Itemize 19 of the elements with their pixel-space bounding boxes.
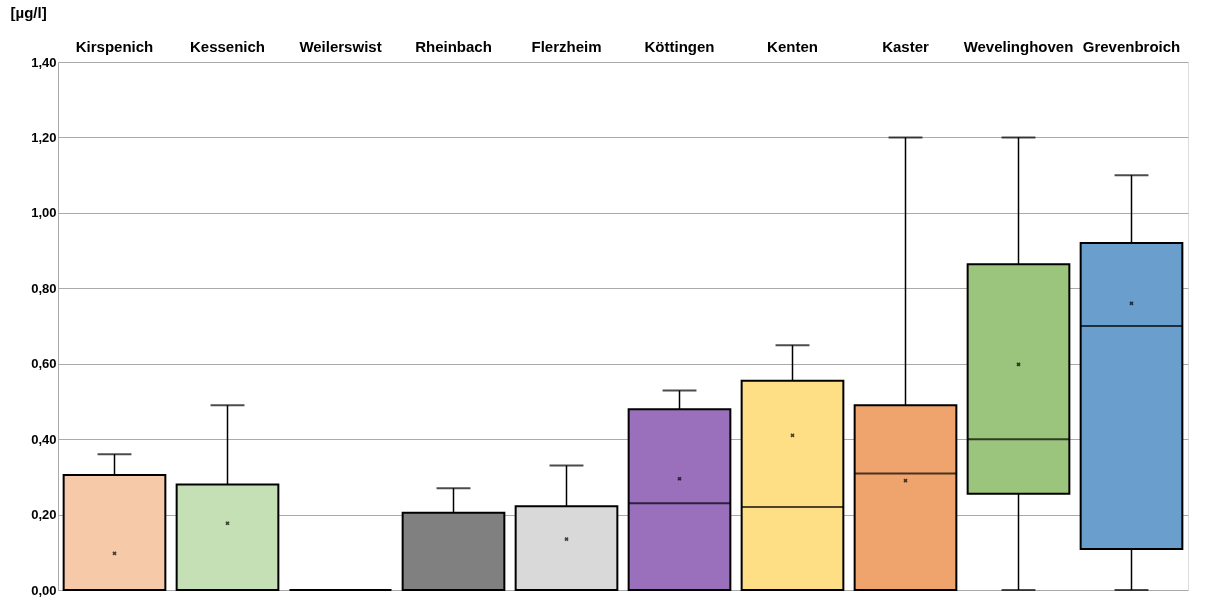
y-tick-label: 0,00 bbox=[31, 582, 57, 598]
x-tick-label: Kenten bbox=[767, 37, 818, 55]
x-tick-label: Köttingen bbox=[644, 37, 715, 55]
y-tick-label: 0,80 bbox=[31, 280, 57, 296]
y-tick-label: 1,20 bbox=[31, 129, 57, 145]
y-tick-label: 0,40 bbox=[31, 431, 57, 447]
y-axis-title: [µg/l] bbox=[10, 3, 47, 21]
y-tick-label: 1,00 bbox=[31, 205, 57, 221]
y-tick-label: 0,20 bbox=[31, 507, 57, 523]
y-tick-label: 1,40 bbox=[31, 54, 57, 70]
x-tick-label: Wevelinghoven bbox=[963, 37, 1074, 55]
x-tick-label: Kirspenich bbox=[75, 37, 154, 55]
x-tick-label: Grevenbroich bbox=[1082, 37, 1181, 55]
x-tick-label: Weilerswist bbox=[299, 37, 382, 55]
x-tick-label: Kaster bbox=[882, 37, 929, 55]
x-tick-label: Flerzheim bbox=[531, 37, 602, 55]
x-tick-label: Kessenich bbox=[189, 37, 266, 55]
x-tick-label: Rheinbach bbox=[415, 37, 492, 55]
y-tick-label: 0,60 bbox=[31, 356, 57, 372]
